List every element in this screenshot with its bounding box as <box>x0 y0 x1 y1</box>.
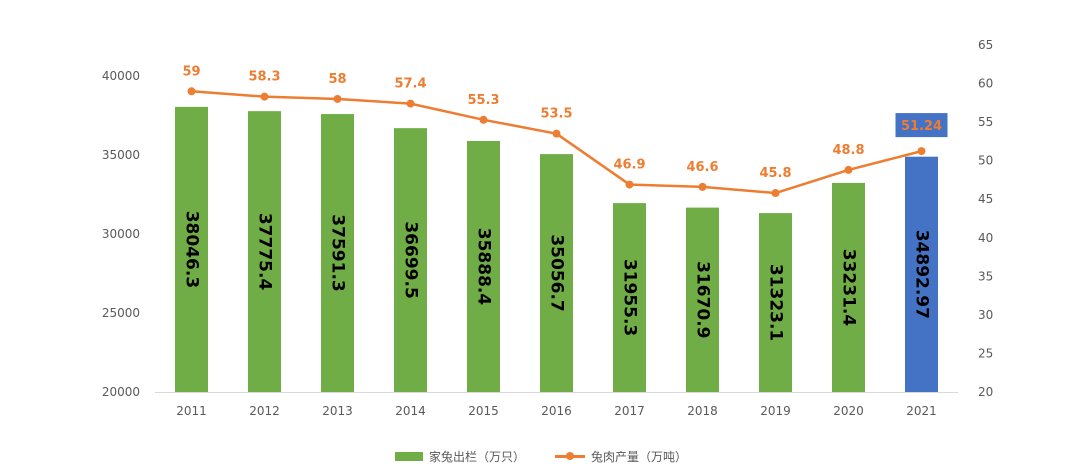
bar-value-label: 37775.4 <box>255 213 275 291</box>
legend-line-swatch <box>555 451 585 461</box>
bar <box>759 213 792 392</box>
bar-value-label: 34892.97 <box>912 230 932 319</box>
line-point <box>187 87 196 96</box>
x-tick-label: 2021 <box>906 404 937 418</box>
line-value-label: 48.8 <box>832 143 864 158</box>
line-point <box>333 94 342 103</box>
bar-value-label: 31955.3 <box>620 259 640 336</box>
x-tick-label: 2011 <box>176 404 207 418</box>
line-point <box>698 182 707 191</box>
y-left-tick-label: 25000 <box>102 306 140 320</box>
bar <box>905 156 938 392</box>
bar-value-label: 33231.4 <box>839 249 859 327</box>
y-right-tick-label: 65 <box>978 38 993 52</box>
line-point <box>406 99 415 108</box>
x-tick-label: 2018 <box>687 404 718 418</box>
bar <box>540 154 573 392</box>
x-tick-label: 2012 <box>249 404 280 418</box>
bar-value-label: 35056.7 <box>547 234 567 311</box>
bar-value-label: 36699.5 <box>401 221 421 298</box>
combo-chart: 20000 25000 30000 35000 40000 20 25 30 35 40 45 50 5… <box>102 38 993 418</box>
x-tick-label: 2019 <box>760 404 791 418</box>
y-right-tick-label: 35 <box>978 269 993 283</box>
bar <box>175 106 208 392</box>
bar <box>686 207 719 392</box>
line-value-label: 46.9 <box>613 158 645 173</box>
legend-item-line: 兔肉产量（万吨） <box>555 448 687 465</box>
line-point <box>917 147 926 156</box>
bar <box>248 111 281 392</box>
x-tick-label: 2015 <box>468 404 499 418</box>
chart-legend: 家兔出栏（万只） 兔肉产量（万吨） <box>0 446 1082 466</box>
x-tick-label: 2016 <box>541 404 572 418</box>
line-point <box>771 189 780 198</box>
y-left-tick-label: 40000 <box>102 69 140 83</box>
legend-bar-label: 家兔出栏（万只） <box>428 449 525 464</box>
line-value-label: 59 <box>182 64 200 79</box>
legend-line-label: 兔肉产量（万吨） <box>591 449 688 464</box>
line-value-label: 58 <box>328 72 346 87</box>
highlight-label-box <box>895 113 948 138</box>
bar <box>321 114 354 392</box>
line-point <box>479 115 488 124</box>
y-left-tick-label: 30000 <box>102 227 140 241</box>
line-point <box>844 165 853 174</box>
bar-value-label: 35888.4 <box>474 228 494 306</box>
line-value-label: 46.6 <box>686 160 718 175</box>
bar-value-label: 38046.3 <box>182 211 202 288</box>
line-point <box>625 180 634 189</box>
x-tick-label: 2017 <box>614 404 645 418</box>
y-right-tick-label: 55 <box>978 115 993 129</box>
y-right-tick-label: 50 <box>978 154 993 168</box>
bar <box>832 182 865 392</box>
y-right-tick-label: 60 <box>978 77 993 91</box>
line-point <box>552 129 561 138</box>
y-right-tick-label: 40 <box>978 231 993 245</box>
y-right-tick-label: 30 <box>978 308 993 322</box>
bar <box>467 140 500 392</box>
y-left-tick-label: 20000 <box>102 385 140 399</box>
y-right-tick-label: 25 <box>978 346 993 360</box>
line-value-label: 51.24 <box>901 119 942 134</box>
bar-value-label: 31670.9 <box>693 261 713 338</box>
line-value-label: 57.4 <box>394 77 426 92</box>
bar-value-label: 37591.3 <box>328 214 348 291</box>
line-value-label: 45.8 <box>759 166 791 181</box>
legend-bar-swatch <box>394 451 423 461</box>
y-left-tick-label: 35000 <box>102 148 140 162</box>
x-tick-label: 2014 <box>395 404 426 418</box>
legend-item-bars: 家兔出栏（万只） <box>394 448 525 465</box>
y-right-tick-label: 20 <box>978 385 993 399</box>
line-value-label: 55.3 <box>467 93 499 108</box>
x-tick-label: 2020 <box>833 404 864 418</box>
line-point <box>260 92 269 101</box>
y-right-tick-label: 45 <box>978 192 993 206</box>
bar-value-label: 31323.1 <box>766 264 786 341</box>
x-tick-label: 2013 <box>322 404 353 418</box>
line-value-label: 53.5 <box>540 107 572 122</box>
bar <box>394 128 427 393</box>
line-value-label: 58.3 <box>248 70 280 85</box>
bar <box>613 203 646 392</box>
